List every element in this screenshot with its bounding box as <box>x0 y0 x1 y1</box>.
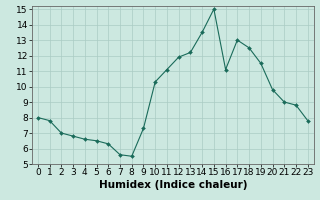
X-axis label: Humidex (Indice chaleur): Humidex (Indice chaleur) <box>99 180 247 190</box>
